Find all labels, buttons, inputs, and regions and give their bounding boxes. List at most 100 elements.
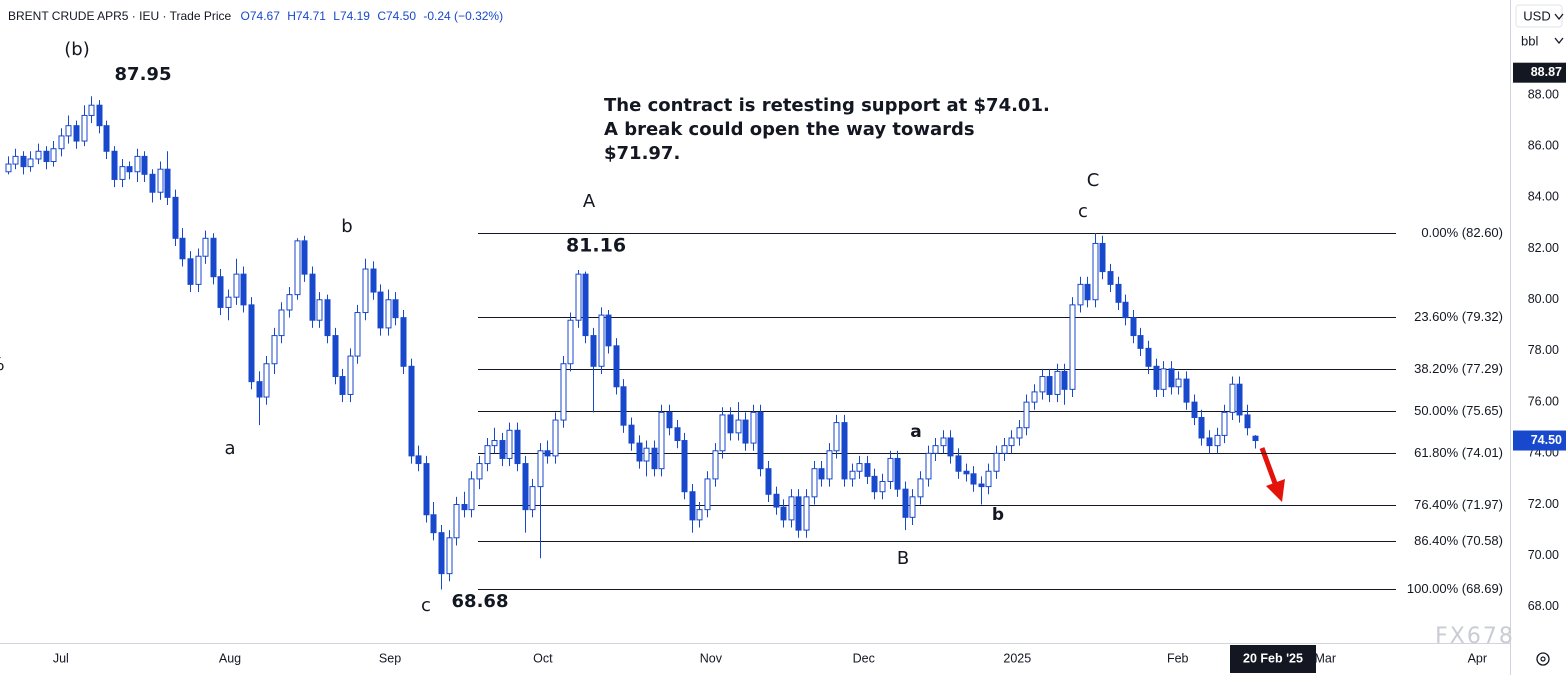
candle-body <box>613 345 620 388</box>
candle-body <box>278 309 285 337</box>
candle-body <box>651 447 658 470</box>
candle-body <box>468 478 475 511</box>
candle-body <box>795 496 802 531</box>
candle-body <box>1039 376 1046 393</box>
candle-body <box>96 104 103 127</box>
unit[interactable]: bbl <box>1521 33 1538 48</box>
candle-body <box>544 450 551 457</box>
wave-label: a <box>910 422 921 442</box>
candle-body <box>347 355 354 395</box>
y-tick-label: 72.00 <box>1528 497 1559 511</box>
candle-body <box>689 491 696 521</box>
candle-body <box>263 363 270 398</box>
candle-body <box>149 173 156 193</box>
wave-label: c <box>1078 201 1088 222</box>
close: C74.50 <box>377 9 417 23</box>
legend: BRENT CRUDE APR5 · IEU · Trade Price O74… <box>8 9 503 23</box>
candle-body <box>993 452 1000 472</box>
candle-body <box>1214 434 1221 447</box>
candle-body <box>620 386 627 426</box>
candle-body <box>1175 378 1182 388</box>
y-tick-label: 86.00 <box>1528 138 1559 152</box>
wave-label: b <box>992 505 1004 525</box>
candle-body <box>681 440 688 493</box>
watermark: FX678 <box>1435 624 1515 649</box>
x-tick-label: Aug <box>219 651 241 665</box>
arrow-shaft <box>1259 447 1279 487</box>
candle-body <box>849 470 856 480</box>
settings-button[interactable] <box>1536 652 1550 666</box>
candle-body <box>1221 411 1228 436</box>
candle-body <box>423 463 430 516</box>
dropdown-caret <box>1554 37 1564 45</box>
candle-body <box>1168 368 1175 388</box>
candle-body <box>871 475 878 493</box>
candle-body <box>1198 416 1205 439</box>
candle-body <box>590 335 597 367</box>
candle-body <box>12 155 19 165</box>
candle-body <box>187 258 194 285</box>
candle-body <box>567 319 574 365</box>
fib-label: 38.20% (77.29) <box>1414 361 1503 376</box>
candle-body <box>1229 383 1236 413</box>
candle-body <box>111 150 118 180</box>
wave-label: 87.95 <box>115 64 172 85</box>
candle-body <box>514 429 521 465</box>
wave-label: b <box>341 216 352 237</box>
candle-body <box>88 104 95 116</box>
candle-body <box>856 463 863 472</box>
candle-body <box>286 294 293 311</box>
candle-body <box>864 463 871 477</box>
y-tick-label: 76.00 <box>1528 394 1559 408</box>
crosshair-price-box <box>1513 62 1566 83</box>
settings-icon <box>1540 656 1546 662</box>
candle-body <box>955 455 962 472</box>
candle-body <box>788 496 795 521</box>
candle-body <box>1016 427 1023 439</box>
candle-body <box>719 414 726 452</box>
y-tick-label: 68.00 <box>1528 599 1559 613</box>
candle-body <box>712 450 719 480</box>
candle-body <box>294 240 301 296</box>
candle-body <box>408 365 415 457</box>
wave-label: % <box>0 354 5 375</box>
fib-label: 76.40% (71.97) <box>1414 497 1503 512</box>
candle-body <box>316 299 323 321</box>
candle-body <box>370 268 377 293</box>
fib-label: 23.60% (79.32) <box>1414 309 1503 324</box>
y-tick-label: 70.00 <box>1528 548 1559 562</box>
candle-body <box>894 457 901 490</box>
candle-body <box>5 163 12 173</box>
wave-label: (b) <box>64 39 89 60</box>
wave-label: a <box>224 438 235 459</box>
x-tick-label: Mar <box>1314 651 1336 665</box>
candle-body <box>256 381 263 398</box>
change: -0.24 (−0.32%) <box>423 9 504 23</box>
candle-body <box>20 155 27 168</box>
candle-body <box>643 447 650 462</box>
candle-body <box>65 125 72 137</box>
candle-body <box>1077 283 1084 306</box>
candle-body <box>985 470 992 488</box>
x-tick-label: Jul <box>53 651 69 665</box>
candle-body <box>141 155 148 175</box>
fib-label: 100.00% (68.69) <box>1407 581 1503 596</box>
candle-body <box>309 273 316 321</box>
candle-body <box>339 376 346 395</box>
candle-body <box>902 488 909 518</box>
candle-body <box>970 473 977 485</box>
candle-body <box>742 419 749 444</box>
wave-label: 81.16 <box>566 235 626 257</box>
candle-body <box>172 196 179 239</box>
candle-body <box>202 237 209 257</box>
candle-body <box>491 440 498 447</box>
candle-body <box>628 424 635 444</box>
note: The contract is retesting support at $74… <box>604 95 1050 164</box>
y-tick-label: 84.00 <box>1528 190 1559 204</box>
candle-body <box>765 468 772 495</box>
x-tick-label: Apr <box>1468 651 1487 665</box>
candle-body <box>598 314 605 367</box>
high: H74.71 <box>287 9 326 23</box>
candle-body <box>940 437 947 447</box>
